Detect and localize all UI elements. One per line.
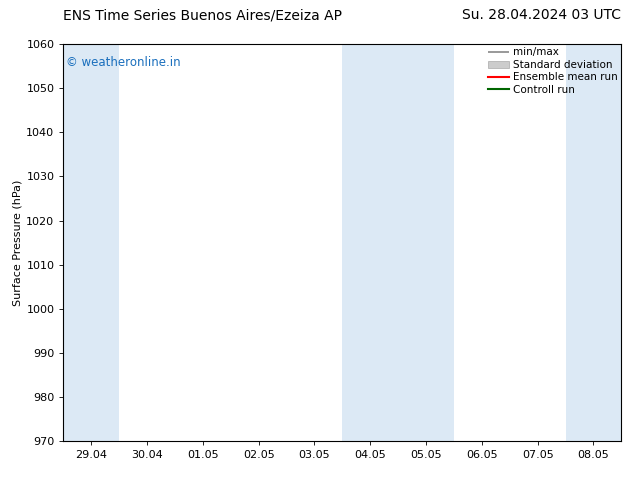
Bar [566, 44, 634, 441]
Text: Su. 28.04.2024 03 UTC: Su. 28.04.2024 03 UTC [462, 8, 621, 22]
Text: © weatheronline.in: © weatheronline.in [66, 56, 181, 69]
Bar [63, 44, 119, 441]
Y-axis label: Surface Pressure (hPa): Surface Pressure (hPa) [12, 179, 22, 306]
Bar [342, 44, 454, 441]
Text: ENS Time Series Buenos Aires/Ezeiza AP: ENS Time Series Buenos Aires/Ezeiza AP [63, 8, 342, 22]
Legend: min/max, Standard deviation, Ensemble mean run, Controll run: min/max, Standard deviation, Ensemble me… [488, 47, 618, 95]
